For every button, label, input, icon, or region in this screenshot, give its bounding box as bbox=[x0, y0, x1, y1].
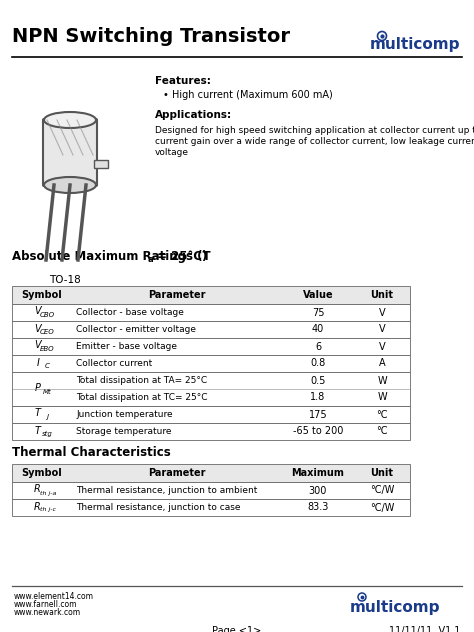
Text: °C/W: °C/W bbox=[370, 502, 394, 513]
Text: www.farnell.com: www.farnell.com bbox=[14, 600, 78, 609]
Text: Total dissipation at TA= 25°C: Total dissipation at TA= 25°C bbox=[76, 376, 207, 385]
Text: Absolute Maximum Ratings (T: Absolute Maximum Ratings (T bbox=[12, 250, 210, 263]
Text: 1.8: 1.8 bbox=[310, 392, 326, 403]
Bar bbox=[94, 160, 108, 168]
Text: voltage: voltage bbox=[155, 148, 189, 157]
Text: Emitter - base voltage: Emitter - base voltage bbox=[76, 342, 177, 351]
Text: V: V bbox=[379, 341, 385, 351]
Text: R: R bbox=[34, 502, 40, 511]
Text: V: V bbox=[35, 341, 41, 351]
Text: TO-18: TO-18 bbox=[49, 275, 81, 285]
Text: °C: °C bbox=[376, 427, 388, 437]
Text: 40: 40 bbox=[312, 324, 324, 334]
Text: stg: stg bbox=[42, 431, 53, 437]
Text: Thermal resistance, junction to case: Thermal resistance, junction to case bbox=[76, 503, 240, 512]
Text: th j-c: th j-c bbox=[40, 507, 56, 513]
Text: V: V bbox=[35, 324, 41, 334]
Text: Designed for high speed switching application at collector current up to 0.5 A a: Designed for high speed switching applic… bbox=[155, 126, 474, 135]
Text: Parameter: Parameter bbox=[148, 290, 206, 300]
Text: Symbol: Symbol bbox=[22, 290, 63, 300]
Text: °C/W: °C/W bbox=[370, 485, 394, 495]
Bar bbox=[12, 482, 410, 499]
Ellipse shape bbox=[44, 177, 96, 193]
Bar bbox=[12, 406, 410, 423]
Text: Total dissipation at TC= 25°C: Total dissipation at TC= 25°C bbox=[76, 393, 208, 402]
Text: Storage temperature: Storage temperature bbox=[76, 427, 172, 436]
FancyBboxPatch shape bbox=[43, 119, 97, 186]
Bar bbox=[12, 338, 410, 355]
Text: Symbol: Symbol bbox=[22, 468, 63, 478]
Text: Collector current: Collector current bbox=[76, 359, 152, 368]
Text: J: J bbox=[46, 414, 48, 420]
Text: Features:: Features: bbox=[155, 76, 211, 86]
Text: Applications:: Applications: bbox=[155, 110, 232, 120]
Text: Collector - emitter voltage: Collector - emitter voltage bbox=[76, 325, 196, 334]
Text: 6: 6 bbox=[315, 341, 321, 351]
Text: th j-a: th j-a bbox=[40, 490, 56, 495]
Text: Thermal Characteristics: Thermal Characteristics bbox=[12, 446, 171, 459]
Text: Mt: Mt bbox=[43, 389, 51, 394]
Text: V: V bbox=[35, 307, 41, 317]
Text: Value: Value bbox=[303, 290, 333, 300]
Text: Unit: Unit bbox=[371, 290, 393, 300]
Text: 11/11/11  V1.1: 11/11/11 V1.1 bbox=[389, 626, 460, 632]
Text: T: T bbox=[35, 408, 41, 418]
Text: A: A bbox=[379, 358, 385, 368]
Text: EBO: EBO bbox=[40, 346, 55, 352]
Text: Page <1>: Page <1> bbox=[212, 626, 262, 632]
Bar bbox=[12, 499, 410, 516]
Text: W: W bbox=[377, 392, 387, 403]
Text: T: T bbox=[35, 425, 41, 435]
Text: CEO: CEO bbox=[40, 329, 55, 335]
Text: -65 to 200: -65 to 200 bbox=[293, 427, 343, 437]
Text: I: I bbox=[36, 358, 39, 367]
Text: 83.3: 83.3 bbox=[307, 502, 328, 513]
Bar bbox=[12, 423, 410, 440]
Text: www.element14.com: www.element14.com bbox=[14, 592, 94, 601]
Text: °C: °C bbox=[376, 410, 388, 420]
Text: Junction temperature: Junction temperature bbox=[76, 410, 173, 419]
Text: 0.5: 0.5 bbox=[310, 375, 326, 386]
Text: C: C bbox=[45, 363, 49, 369]
Text: 300: 300 bbox=[309, 485, 327, 495]
Bar bbox=[12, 464, 410, 482]
Text: multicomp: multicomp bbox=[370, 37, 461, 51]
Text: = 25°C): = 25°C) bbox=[153, 250, 207, 263]
Text: Unit: Unit bbox=[371, 468, 393, 478]
Bar bbox=[12, 286, 410, 304]
Text: 75: 75 bbox=[312, 308, 324, 317]
Text: V: V bbox=[379, 324, 385, 334]
Text: www.newark.com: www.newark.com bbox=[14, 608, 81, 617]
Bar bbox=[12, 304, 410, 321]
Text: Parameter: Parameter bbox=[148, 468, 206, 478]
Bar bbox=[12, 372, 410, 406]
Text: NPN Switching Transistor: NPN Switching Transistor bbox=[12, 27, 290, 46]
Text: R: R bbox=[34, 485, 40, 494]
Bar bbox=[12, 355, 410, 372]
Text: 175: 175 bbox=[309, 410, 328, 420]
Text: Collector - base voltage: Collector - base voltage bbox=[76, 308, 184, 317]
Text: 0.8: 0.8 bbox=[310, 358, 326, 368]
Text: • High current (Maximum 600 mA): • High current (Maximum 600 mA) bbox=[163, 90, 333, 100]
Text: P: P bbox=[35, 383, 41, 393]
Text: multicomp: multicomp bbox=[350, 600, 440, 615]
Text: V: V bbox=[379, 308, 385, 317]
Ellipse shape bbox=[44, 112, 96, 128]
Bar bbox=[12, 321, 410, 338]
Text: Maximum: Maximum bbox=[292, 468, 345, 478]
Text: CBO: CBO bbox=[39, 312, 55, 318]
Text: Thermal resistance, junction to ambient: Thermal resistance, junction to ambient bbox=[76, 486, 257, 495]
Text: a: a bbox=[148, 255, 154, 264]
Text: W: W bbox=[377, 375, 387, 386]
Text: current gain over a wide range of collector current, low leakage current and low: current gain over a wide range of collec… bbox=[155, 137, 474, 146]
